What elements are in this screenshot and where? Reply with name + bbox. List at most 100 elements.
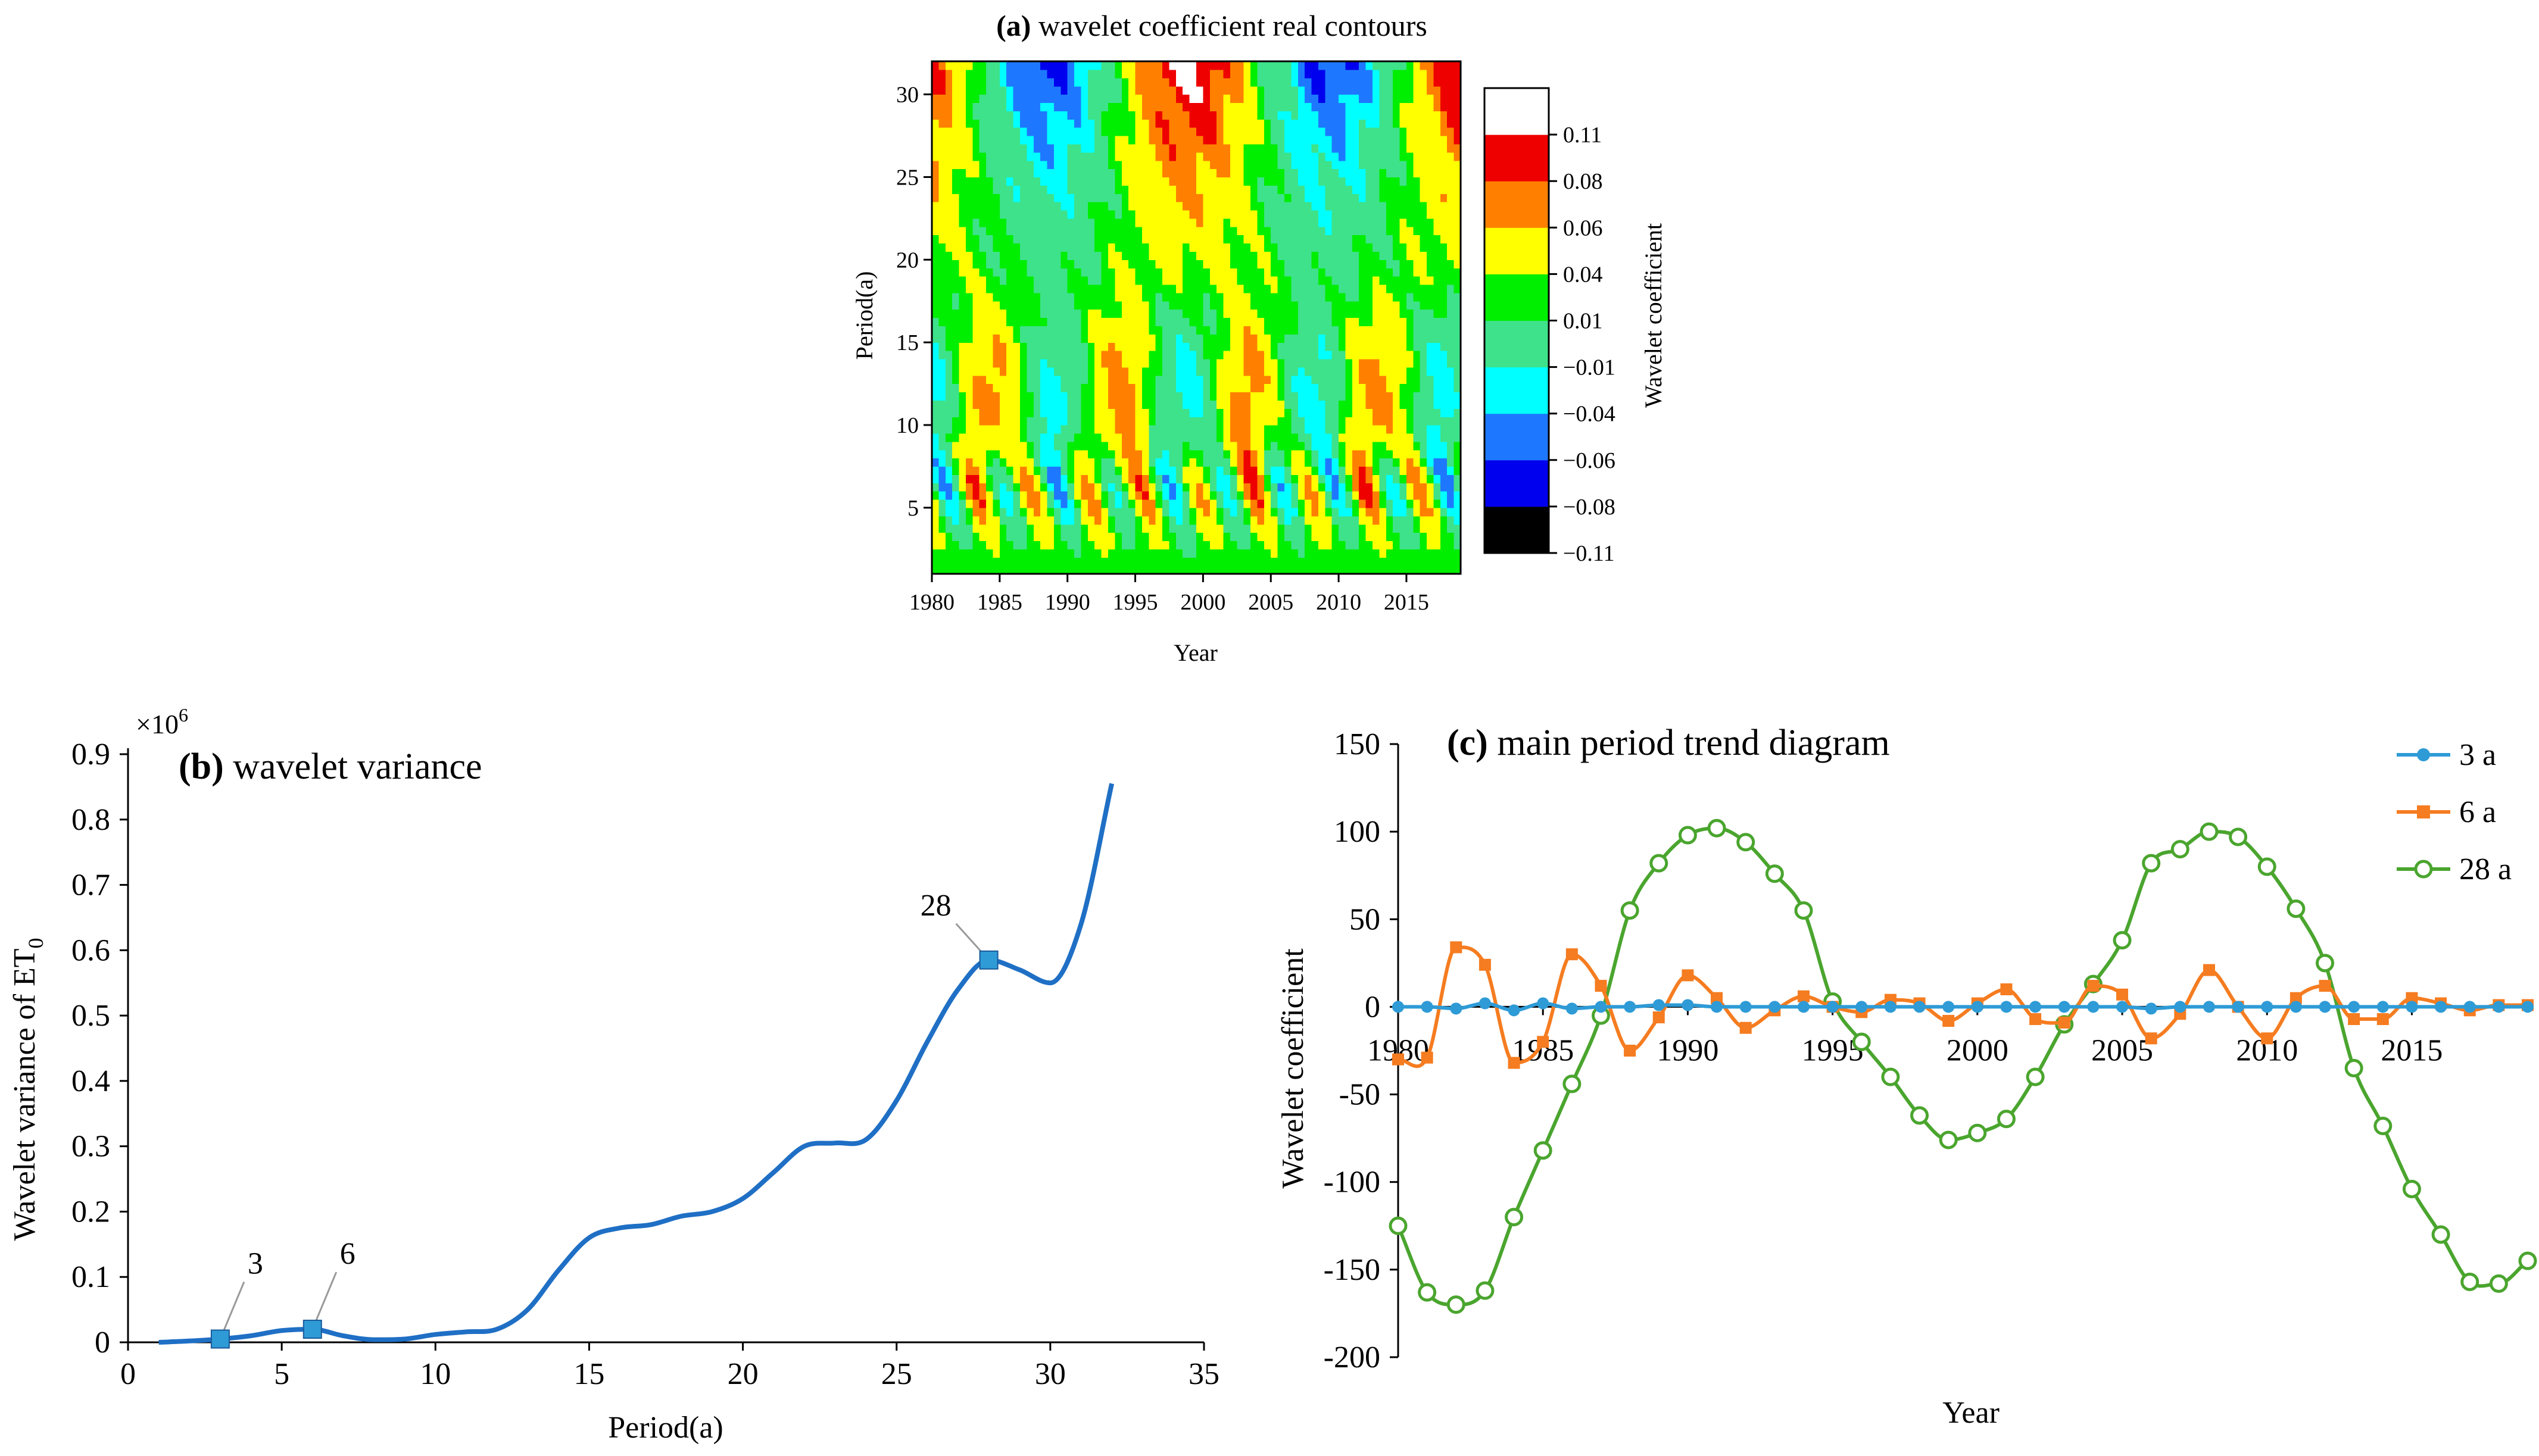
heatmap-cell (1352, 226, 1359, 236)
heatmap-cell (999, 515, 1007, 525)
heatmap-cell (1047, 235, 1055, 244)
heatmap-cell (1162, 466, 1170, 475)
heatmap-cell (1399, 342, 1407, 351)
heatmap-cell (993, 94, 1000, 104)
heatmap-cell (1115, 243, 1122, 252)
heatmap-cell (1413, 334, 1421, 343)
heatmap-cell (1121, 185, 1129, 194)
heatmap-cell (1115, 400, 1122, 409)
heatmap-cell (1250, 367, 1258, 376)
heatmap-cell (1331, 408, 1339, 417)
heatmap-cell (1020, 235, 1027, 244)
heatmap-cell (1155, 532, 1163, 542)
heatmap-cell (1399, 425, 1407, 434)
heatmap-cell (1440, 94, 1448, 104)
heatmap-cell (1413, 135, 1421, 145)
heatmap-cell (1393, 152, 1400, 161)
heatmap-cell (1128, 466, 1136, 475)
heatmap-cell (1115, 202, 1122, 211)
heatmap-cell (1067, 334, 1075, 343)
heatmap-cell (1060, 152, 1068, 161)
heatmap-cell (1399, 193, 1407, 202)
heatmap-cell (1094, 433, 1102, 442)
heatmap-cell (938, 168, 946, 178)
heatmap-cell (1128, 532, 1136, 542)
heatmap-cell (1141, 557, 1149, 566)
heatmap-cell (1189, 417, 1197, 426)
heatmap-cell (1393, 86, 1400, 95)
heatmap-cell (1297, 86, 1305, 95)
heatmap-cell (1393, 301, 1400, 310)
heatmap-cell (1169, 243, 1177, 252)
heatmap-cell (1033, 143, 1041, 153)
heatmap-cell (1101, 185, 1109, 194)
heatmap-cell (1135, 202, 1143, 211)
heatmap-cell (1149, 449, 1156, 459)
heatmap-cell (979, 532, 987, 542)
heatmap-cell (1209, 466, 1217, 475)
heatmap-cell (1325, 102, 1333, 111)
heatmap-cell (1196, 193, 1203, 202)
heatmap-cell (1373, 235, 1380, 244)
heatmap-cell (999, 425, 1007, 434)
heatmap-cell (1155, 524, 1163, 533)
heatmap-cell (1277, 433, 1285, 442)
heatmap-cell (1297, 358, 1305, 368)
heatmap-cell (1230, 301, 1237, 310)
heatmap-cell (1047, 210, 1055, 219)
heatmap-cell (952, 540, 960, 549)
heatmap-cell (1379, 119, 1387, 128)
heatmap-cell (1101, 524, 1109, 533)
heatmap-cell (1318, 152, 1325, 161)
heatmap-cell (1135, 243, 1143, 252)
heatmap-cell (1020, 375, 1027, 385)
heatmap-cell (1108, 540, 1115, 549)
heatmap-cell (1257, 565, 1265, 574)
heatmap-cell (1305, 524, 1312, 533)
heatmap-cell (1203, 135, 1211, 145)
heatmap-cell (1217, 69, 1224, 79)
heatmap-cell (1081, 425, 1088, 434)
heatmap-cell (1406, 433, 1414, 442)
heatmap-cell (979, 119, 987, 128)
heatmap-cell (1250, 499, 1258, 508)
heatmap-cell (972, 474, 980, 483)
heatmap-cell (1339, 185, 1346, 194)
heatmap-cell (1149, 193, 1156, 202)
heatmap-cell (1406, 466, 1414, 475)
heatmap-cell (952, 243, 960, 252)
heatmap-cell (972, 466, 980, 475)
heatmap-cell (1027, 193, 1034, 202)
heatmap-cell (1339, 284, 1346, 293)
heatmap-cell (1257, 168, 1265, 178)
heatmap-cell (1447, 102, 1455, 111)
heatmap-cell (1433, 515, 1441, 525)
heatmap-cell (1325, 127, 1333, 136)
heatmap-cell (993, 524, 1000, 533)
heatmap-cell (1047, 119, 1055, 128)
heatmap-cell (945, 507, 953, 517)
heatmap-cell (1433, 342, 1441, 351)
heatmap-cell (1047, 383, 1055, 393)
heatmap-cell (1060, 193, 1068, 202)
heatmap-cell (1169, 549, 1177, 558)
heatmap-cell (979, 260, 987, 268)
heatmap-cell (1027, 309, 1034, 318)
heatmap-cell (1413, 218, 1421, 227)
heatmap-cell (1365, 193, 1373, 202)
heatmap-cell (938, 284, 946, 293)
heatmap-cell (1406, 532, 1414, 542)
heatmap-cell (1311, 268, 1319, 277)
heatmap-cell (1203, 193, 1211, 202)
heatmap-cell (1060, 317, 1068, 326)
heatmap-cell (1277, 483, 1285, 492)
heatmap-cell (1135, 392, 1143, 401)
heatmap-cell (1325, 260, 1333, 268)
heatmap-cell (986, 540, 994, 549)
heatmap-cell (1155, 61, 1163, 70)
heatmap-cell (972, 251, 980, 260)
heatmap-cell (938, 565, 946, 574)
heatmap-cell (1006, 334, 1014, 343)
heatmap-cell (1257, 177, 1265, 186)
heatmap-cell (993, 358, 1000, 368)
